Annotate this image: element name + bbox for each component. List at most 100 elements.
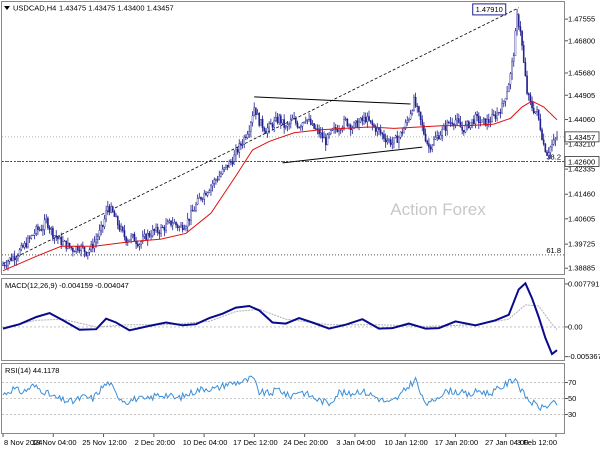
candle-body (479, 122, 482, 124)
macd-panel: 0.007791 0.00 -0.005367 MACD(12,26,9) -0.0… (1, 278, 600, 361)
candle-body (381, 132, 384, 135)
candle-body (504, 98, 507, 102)
candle-body (118, 224, 121, 231)
candle-body (228, 161, 231, 168)
candle-body (369, 120, 372, 122)
candle-body (210, 185, 212, 191)
candle-body (200, 197, 202, 200)
candle-body (20, 245, 23, 251)
candle-body (471, 119, 473, 123)
candle-body (73, 251, 76, 253)
candle-body (196, 198, 199, 205)
price-tick-label: 1.39725 (568, 240, 595, 249)
candle-body (454, 119, 457, 125)
candle-body (208, 190, 211, 193)
candle-body (438, 135, 440, 140)
candle-body (22, 245, 24, 248)
ohlc-values: 1.43475 1.43475 1.43400 1.43457 (59, 4, 174, 13)
rsi-panel: 70 50 30 RSI(14) 44.1178 (1, 363, 576, 434)
candle-body (453, 124, 455, 126)
candle-body (379, 129, 382, 134)
candle-body (55, 235, 58, 238)
candle-body (251, 115, 254, 123)
time-tick-label: 17 Dec 12:00 (233, 438, 278, 447)
candle-body (285, 125, 287, 128)
candle-body (78, 250, 81, 252)
candle-body (549, 146, 552, 153)
candle-body (191, 210, 194, 212)
candle-body (514, 30, 517, 56)
candle-body (552, 139, 555, 145)
candle-body (314, 128, 317, 130)
candle-body (198, 197, 201, 199)
support-price-label: 1.42600 (568, 157, 595, 166)
candle-body (295, 118, 297, 124)
candle-body (306, 119, 309, 121)
candle-body (43, 219, 46, 230)
candle-body (556, 136, 558, 139)
rsi-title: RSI(14) 44.1178 (5, 366, 59, 375)
candle-body (431, 144, 434, 150)
candle-body (271, 123, 274, 128)
candle-body (185, 226, 187, 229)
candle-body (27, 237, 29, 248)
candle-body (206, 192, 209, 196)
candle-body (411, 110, 414, 114)
candle-body (136, 243, 139, 247)
candle-body (546, 151, 548, 156)
candle-body (408, 119, 410, 121)
macd-main-line (2, 281, 558, 356)
candle-body (156, 226, 159, 233)
macd-title: MACD(12,26,9) -0.004159 -0.004047 (5, 281, 129, 290)
candle-body (276, 117, 279, 123)
candle-body (373, 124, 375, 127)
channel-trendline (2, 7, 519, 264)
candle-body (180, 224, 182, 228)
candle-body (145, 233, 147, 240)
candle-body (253, 107, 256, 117)
peak-price-label: 1.47910 (476, 5, 503, 14)
candle-body (298, 126, 300, 128)
candle-body (141, 236, 144, 242)
candle-body (88, 249, 91, 253)
candle-body (83, 247, 86, 252)
candle-body (160, 227, 162, 234)
candle-body (220, 173, 222, 177)
candle-body (131, 233, 134, 237)
triangle-upper-line (254, 96, 411, 105)
dropdown-triangle-icon[interactable] (4, 6, 10, 10)
candle-body (15, 257, 18, 261)
candle-body (391, 142, 394, 145)
candle-body (7, 261, 9, 266)
candle-body (245, 136, 247, 138)
candle-body (348, 124, 350, 127)
candle-body (195, 203, 197, 211)
candle-body (72, 247, 74, 252)
candle-body (363, 116, 365, 121)
candle-body (280, 115, 282, 124)
candle-body (188, 218, 191, 221)
candle-body (517, 14, 520, 27)
candle-body (542, 139, 545, 145)
candle-body (8, 257, 11, 262)
candle-body (338, 129, 340, 132)
candle-body (108, 206, 111, 213)
candle-body (318, 128, 320, 135)
candle-body (128, 239, 131, 242)
candle-body (554, 138, 557, 141)
candle-body (240, 143, 242, 146)
candle-body (466, 121, 468, 125)
candle-body (62, 241, 64, 245)
candle-body (288, 123, 290, 125)
candle-body (388, 139, 390, 141)
candle-body (130, 235, 132, 241)
trendlines (2, 7, 519, 264)
candle-body (414, 96, 417, 107)
fib-level-label: 38.2 (546, 152, 561, 161)
candle-body (205, 192, 207, 196)
candle-body (374, 126, 377, 132)
candle-body (494, 114, 497, 119)
candle-body (77, 246, 79, 251)
candle-body (231, 161, 234, 165)
candle-body (386, 140, 389, 143)
